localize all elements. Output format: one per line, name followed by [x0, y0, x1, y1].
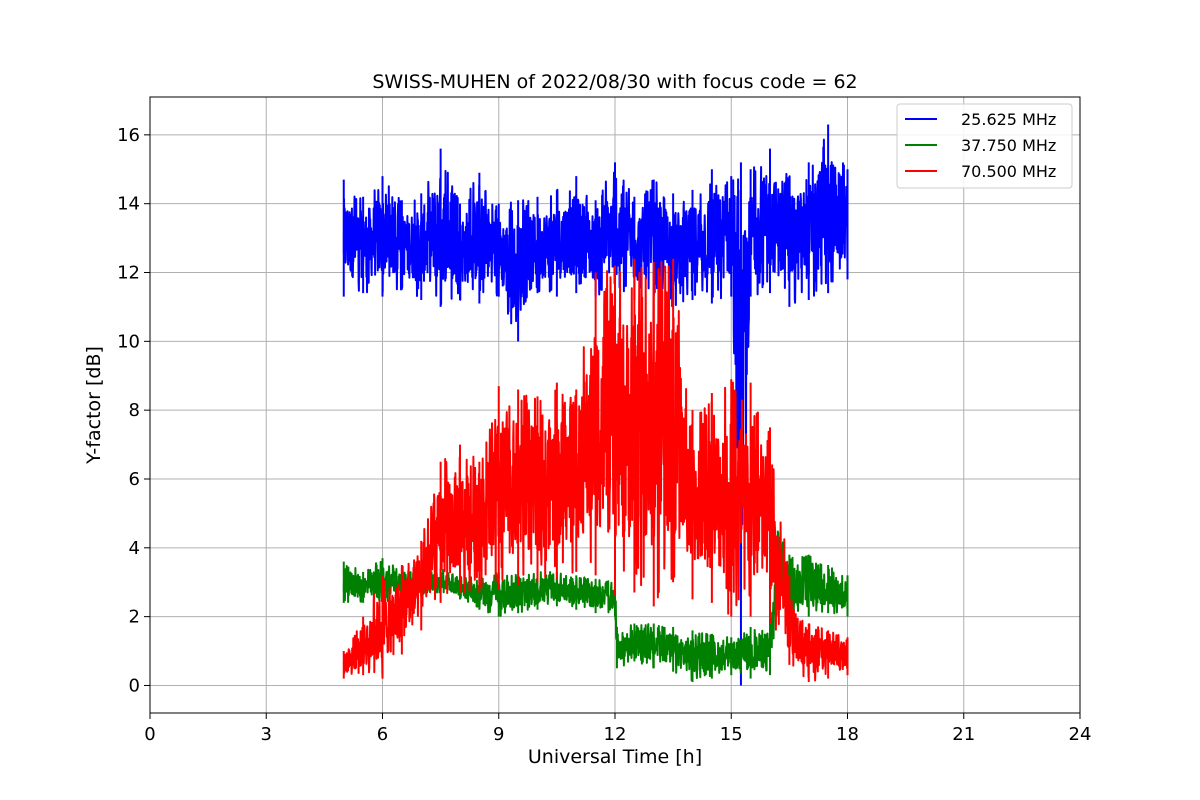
x-tick-label: 0 — [144, 724, 155, 745]
x-tick-label: 3 — [261, 724, 272, 745]
legend-box — [896, 103, 1073, 189]
x-tick-label: 15 — [720, 724, 743, 745]
y-tick-label: 16 — [117, 125, 140, 146]
legend-label-series-3: 70.500 MHz — [961, 162, 1056, 181]
series-layer — [342, 124, 849, 686]
y-tick-label: 6 — [129, 469, 140, 490]
y-tick-label: 0 — [129, 675, 140, 696]
y-tick-label: 10 — [117, 331, 140, 352]
x-tick-label: 24 — [1069, 724, 1092, 745]
x-tick-label: 18 — [836, 724, 859, 745]
legend: 25.625 MHz 37.750 MHz 70.500 MHz — [896, 103, 1073, 189]
legend-label-series-1: 25.625 MHz — [961, 110, 1056, 129]
x-tick-label: 9 — [493, 724, 504, 745]
y-axis-label: Y-factor [dB] — [83, 346, 105, 465]
x-tick-label: 21 — [952, 724, 975, 745]
chart-title: SWISS-MUHEN of 2022/08/30 with focus cod… — [372, 71, 857, 93]
y-tick-label: 12 — [117, 263, 140, 284]
y-tick-label: 2 — [129, 607, 140, 628]
legend-label-series-2: 37.750 MHz — [961, 136, 1056, 155]
x-tick-label: 12 — [604, 724, 627, 745]
y-tick-label: 14 — [117, 194, 140, 215]
x-tick-label: 6 — [377, 724, 388, 745]
y-tick-label: 4 — [129, 538, 140, 559]
x-axis-label: Universal Time [h] — [528, 746, 702, 768]
y-tick-label: 8 — [129, 400, 140, 421]
